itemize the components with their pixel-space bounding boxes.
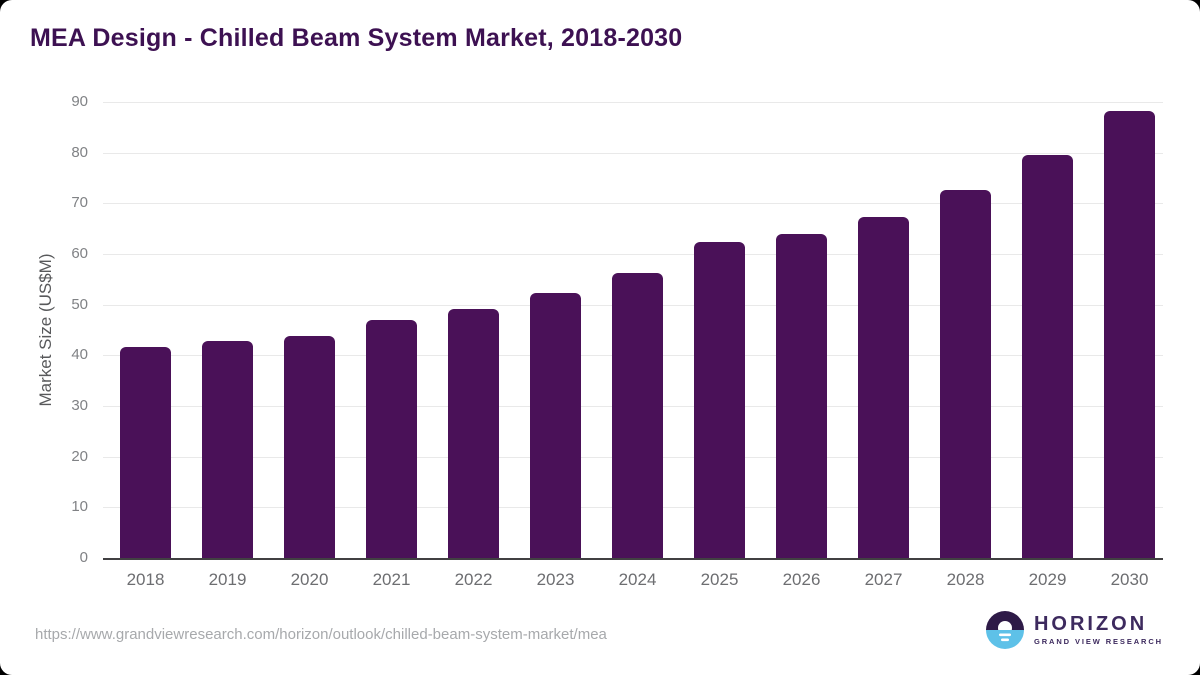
x-tick-label-2025: 2025 [700, 570, 739, 589]
y-tick-label-30: 30 [71, 397, 88, 414]
x-tick-label-2027: 2027 [864, 570, 903, 589]
bar-2019 [202, 341, 253, 558]
x-tick-label-2019: 2019 [208, 570, 247, 589]
bar-2018 [120, 347, 171, 558]
logo-reflection-line-1 [998, 633, 1011, 637]
logo-sun-top [985, 611, 1024, 630]
bar-2025 [694, 242, 745, 558]
bar-2029 [1022, 155, 1073, 558]
x-tick-label-2026: 2026 [782, 570, 821, 589]
x-tick-label-2023: 2023 [536, 570, 575, 589]
logo-text: HORIZON GRAND VIEW RESEARCH [1034, 614, 1163, 646]
y-axis-tick-labels: 0 10 20 30 40 50 60 70 80 90 [0, 93, 88, 566]
gridline-60 [103, 254, 1163, 255]
x-tick-label-2020: 2020 [290, 570, 329, 589]
bar-2027 [858, 216, 909, 558]
y-tick-label-50: 50 [71, 295, 88, 313]
x-tick-label-2018: 2018 [126, 570, 165, 589]
y-tick-label-10: 10 [71, 498, 88, 516]
logo-reflection-line-2 [1000, 638, 1009, 642]
logo-tagline: GRAND VIEW RESEARCH [1033, 637, 1163, 647]
bar-2030 [1104, 111, 1155, 558]
x-tick-label-2022: 2022 [454, 570, 493, 589]
x-axis-tick-labels: 2018 2019 2020 2021 2022 2023 2024 2025 2026 2027… [103, 570, 1163, 594]
y-tick-label-40: 40 [71, 346, 88, 364]
bar-2026 [776, 233, 827, 558]
x-tick-label-2021: 2021 [372, 570, 411, 589]
bar-2020 [284, 335, 335, 558]
bar-2023 [530, 292, 581, 558]
gridline-90 [103, 102, 1163, 103]
logo-name: HORIZON [1033, 613, 1148, 636]
bar-2024 [612, 272, 663, 558]
y-tick-label-60: 60 [71, 245, 88, 262]
bar-2021 [366, 319, 417, 558]
plot-area [103, 102, 1163, 560]
chart-title: MEA Design - Chilled Beam System Market,… [30, 24, 683, 52]
horizon-logo: HORIZON GRAND VIEW RESEARCH [985, 611, 1163, 649]
gridline-70 [103, 203, 1163, 205]
x-tick-label-2030: 2030 [1110, 570, 1149, 589]
y-tick-label-70: 70 [71, 194, 88, 212]
y-tick-label-0: 0 [79, 549, 88, 566]
x-tick-label-2029: 2029 [1028, 570, 1067, 589]
bar-2028 [940, 189, 991, 558]
y-tick-label-90: 90 [71, 93, 88, 110]
source-url: https://www.grandviewresearch.com/horizo… [35, 626, 607, 643]
bar-2022 [448, 309, 499, 558]
y-tick-label-20: 20 [71, 447, 88, 465]
horizon-sun-icon [985, 611, 1024, 649]
y-tick-label-80: 80 [71, 143, 88, 161]
x-tick-label-2028: 2028 [946, 570, 985, 589]
x-tick-label-2024: 2024 [618, 570, 657, 589]
gridline-80 [103, 152, 1163, 154]
